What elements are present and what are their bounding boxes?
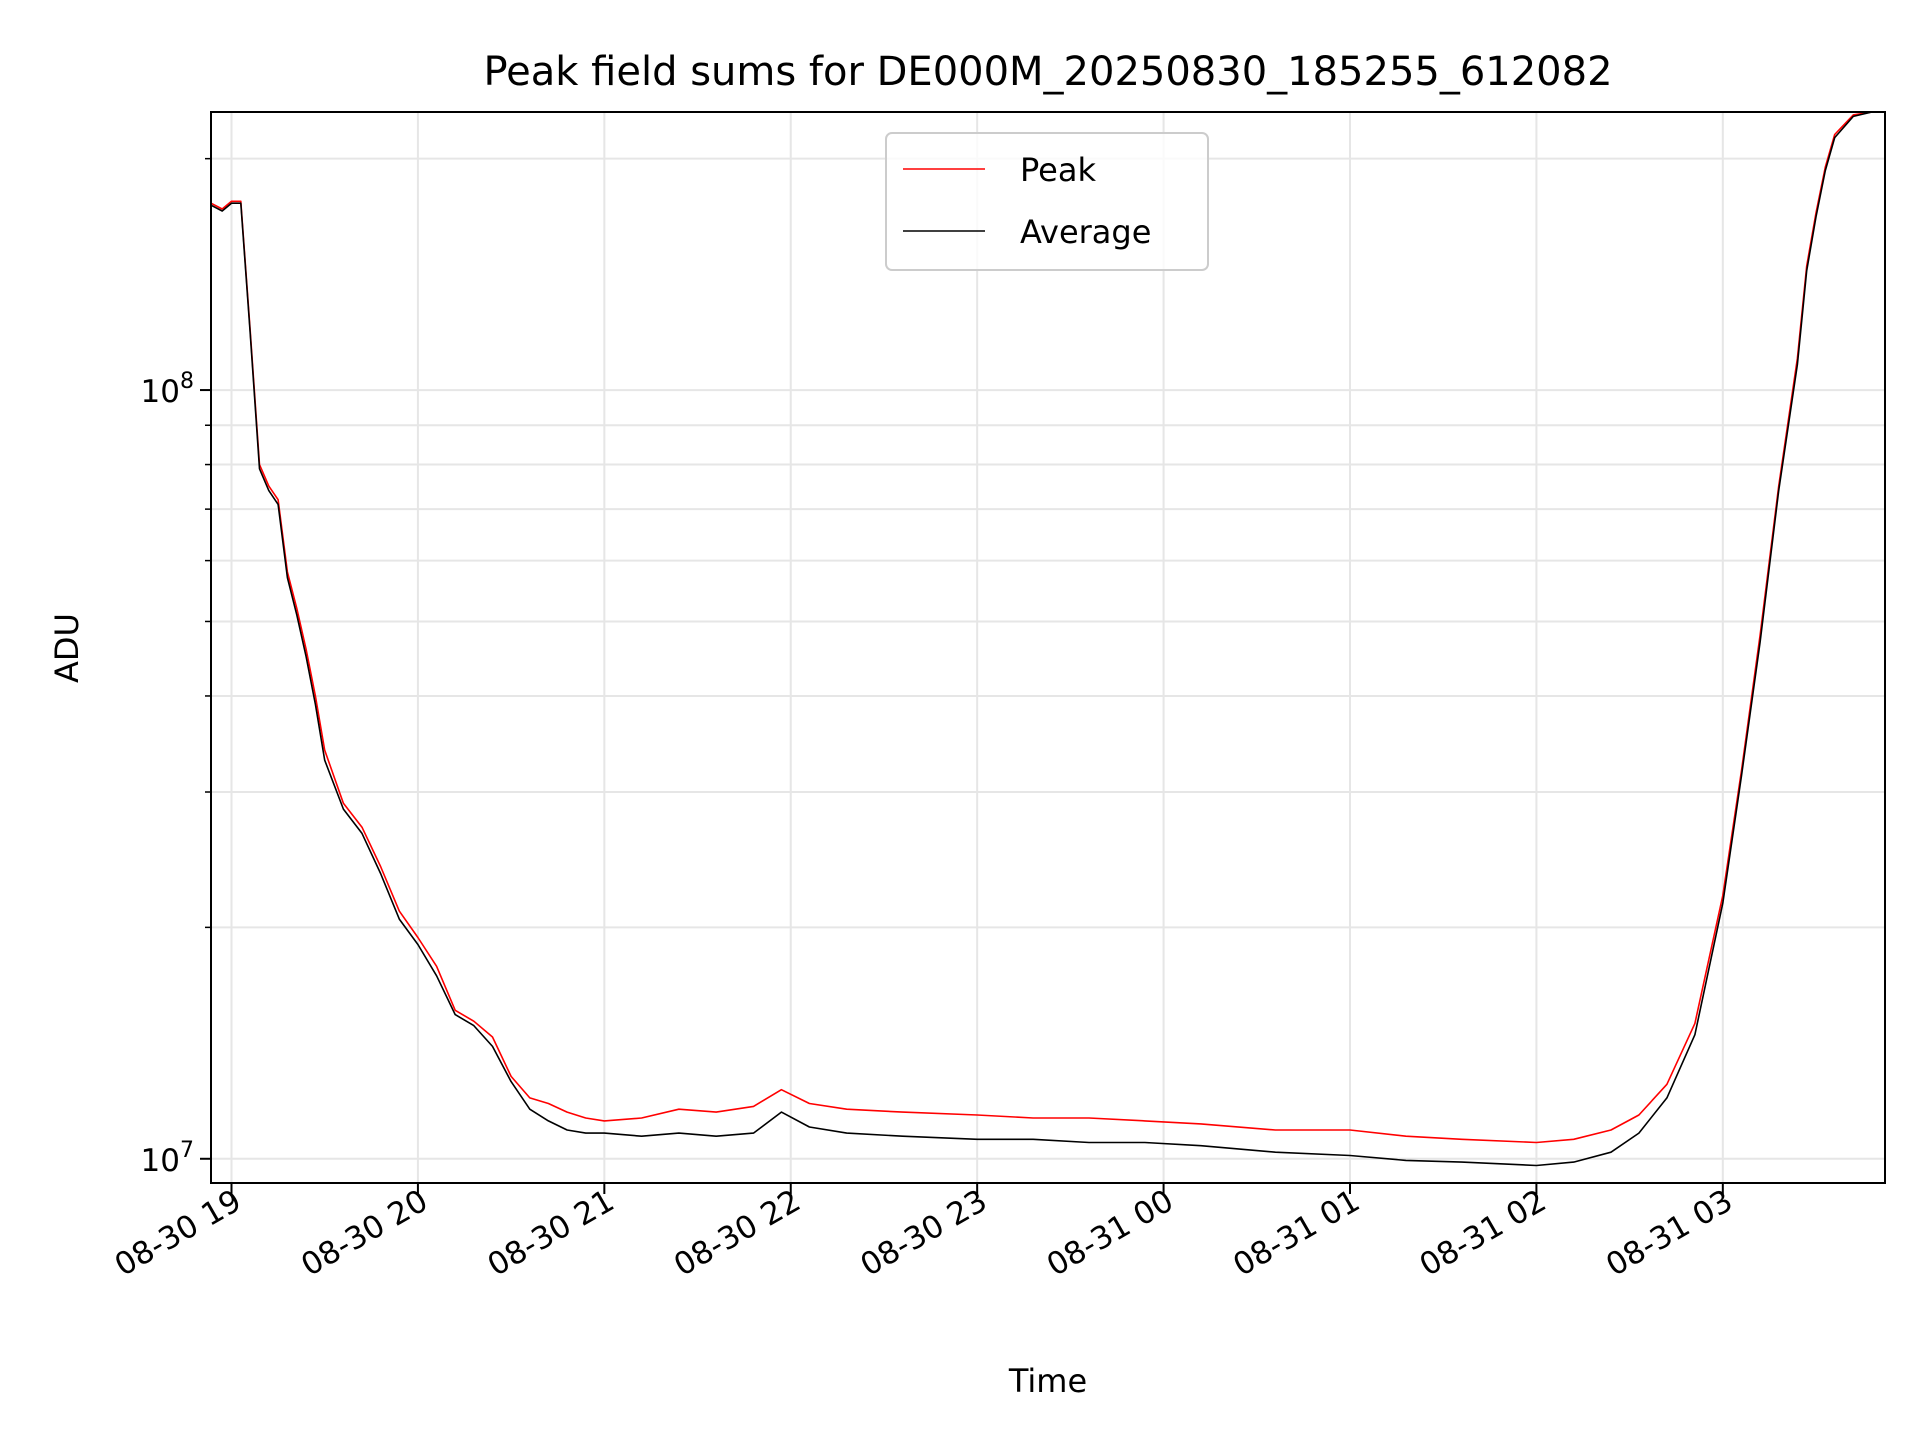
plot-frame	[210, 111, 1886, 1184]
grid	[211, 112, 1885, 1183]
chart-title: Peak field sums for DE000M_20250830_1852…	[483, 49, 1612, 95]
series-layer	[210, 111, 1885, 1167]
series-line-peak	[210, 111, 1885, 1144]
legend-peak-label: Peak	[1020, 151, 1096, 189]
legend: Peak Average	[885, 132, 1209, 271]
y-axis-label: ADU	[48, 613, 86, 683]
legend-average-label: Average	[1020, 213, 1151, 251]
legend-frame	[885, 132, 1209, 271]
series-line-average	[210, 111, 1885, 1167]
x-axis-label: Time	[1008, 1362, 1087, 1400]
